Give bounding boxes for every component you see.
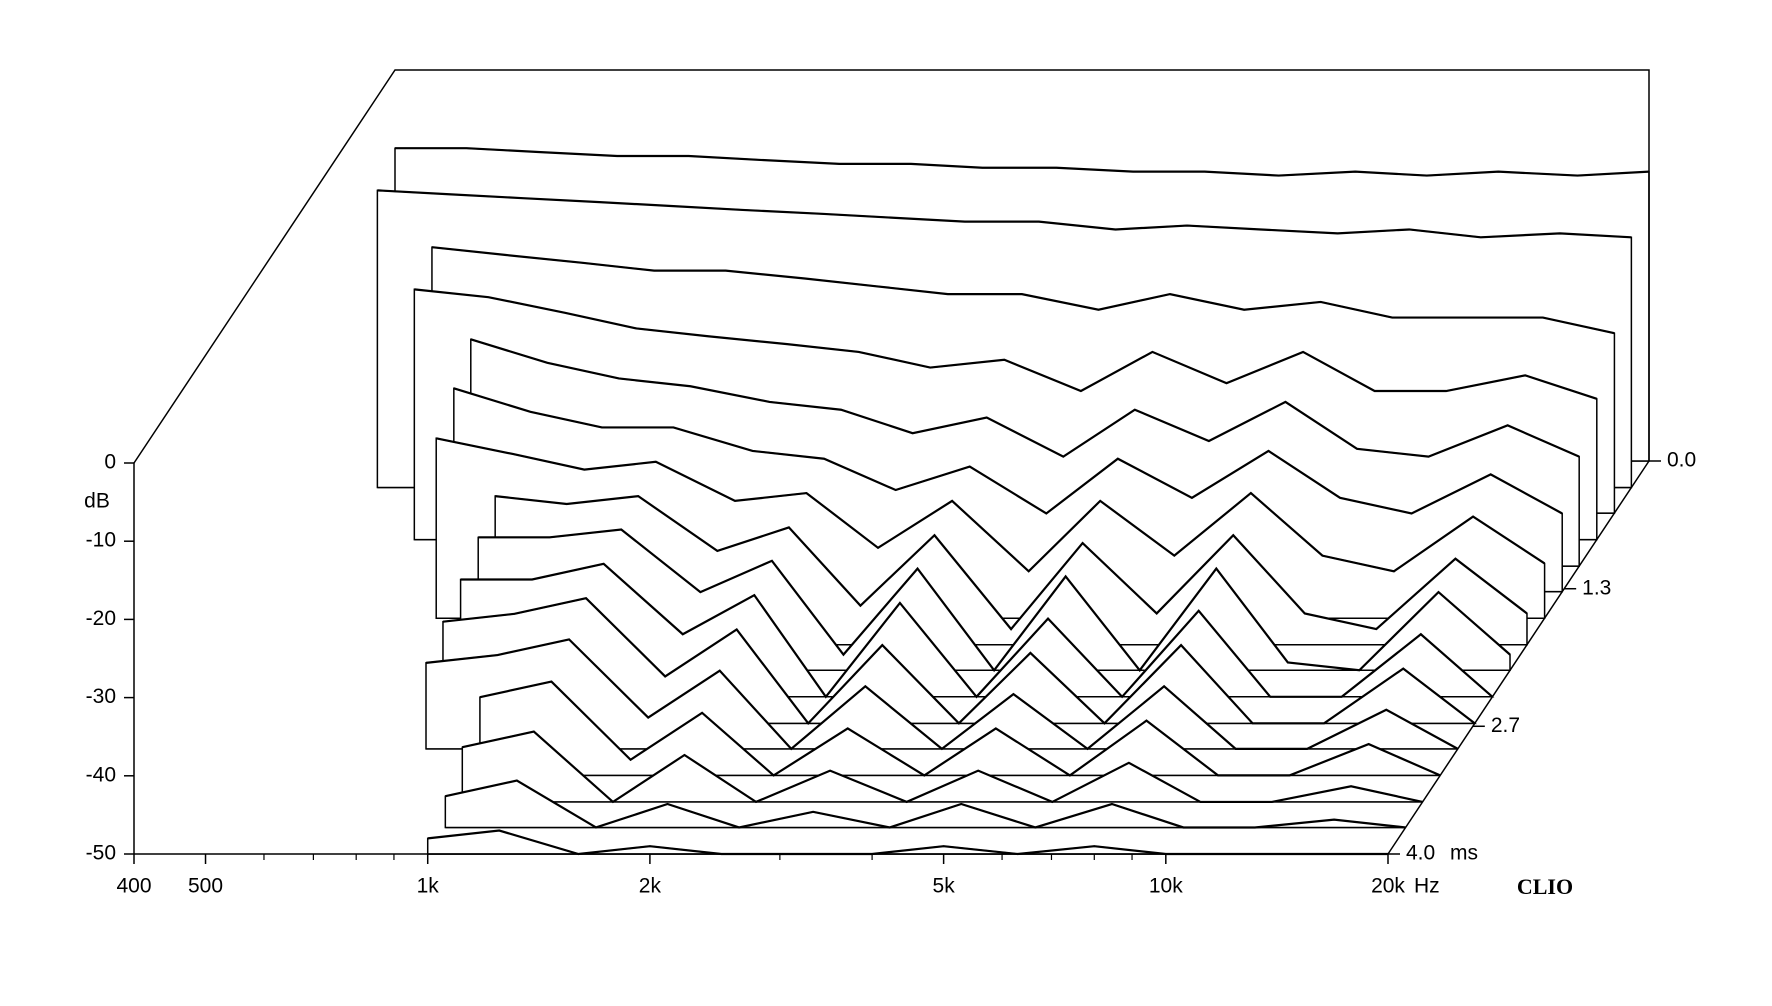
- x-tick-label: 500: [188, 875, 223, 898]
- z-tick-label: 0.0: [1667, 449, 1696, 472]
- z-axis: [1387, 460, 1650, 855]
- slice-curve: [479, 680, 1441, 777]
- slice-curve: [460, 562, 1494, 699]
- y-tick-label: -50: [86, 842, 116, 865]
- x-axis-label: Hz: [1414, 875, 1440, 898]
- y-tick-label: -10: [86, 529, 116, 552]
- x-tick-label: 5k: [933, 875, 956, 898]
- slice-curve: [495, 495, 1528, 631]
- slice-curve: [453, 387, 1563, 515]
- slice-curve: [377, 189, 1632, 239]
- y-tick-label: -40: [86, 763, 116, 786]
- y-tick-label: -30: [86, 685, 116, 708]
- slice-curve: [462, 730, 1423, 804]
- y-tick-label: 0: [104, 451, 116, 474]
- z-tick-label: 4.0: [1406, 842, 1435, 865]
- slice-curve: [425, 638, 1459, 751]
- y-axis-label: dB: [84, 490, 110, 513]
- slice-curve: [414, 288, 1598, 400]
- y-tick-label: -20: [86, 607, 116, 630]
- x-tick-label: 20k: [1371, 875, 1405, 898]
- z-axis-label: ms: [1450, 842, 1478, 865]
- slice-curve: [431, 246, 1615, 335]
- slice-curve: [478, 528, 1511, 673]
- frame: [133, 69, 1650, 464]
- slice-curve: [470, 338, 1580, 458]
- slice-curve: [395, 147, 1650, 177]
- z-tick-label: 2.7: [1491, 714, 1520, 737]
- slice-curve: [445, 779, 1406, 829]
- x-tick-label: 400: [116, 875, 151, 898]
- x-tick-label: 10k: [1149, 875, 1183, 898]
- z-tick-label: 1.3: [1582, 576, 1611, 599]
- x-tick-label: 2k: [639, 875, 662, 898]
- slices: [376, 147, 1650, 856]
- x-tick-label: 1k: [417, 875, 440, 898]
- brand: CLIO: [1517, 874, 1573, 899]
- slice-curve: [435, 437, 1546, 573]
- slice-curve: [442, 597, 1476, 726]
